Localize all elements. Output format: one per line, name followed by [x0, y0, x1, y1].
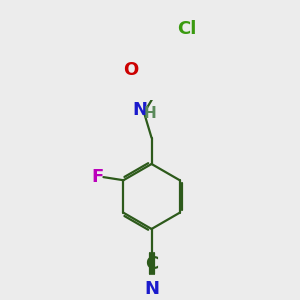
Text: Cl: Cl: [178, 20, 197, 38]
Text: N: N: [144, 280, 159, 298]
Text: O: O: [123, 61, 138, 79]
Text: F: F: [92, 168, 104, 186]
Text: C: C: [145, 255, 158, 273]
Text: N: N: [133, 101, 148, 119]
Text: H: H: [144, 106, 157, 121]
